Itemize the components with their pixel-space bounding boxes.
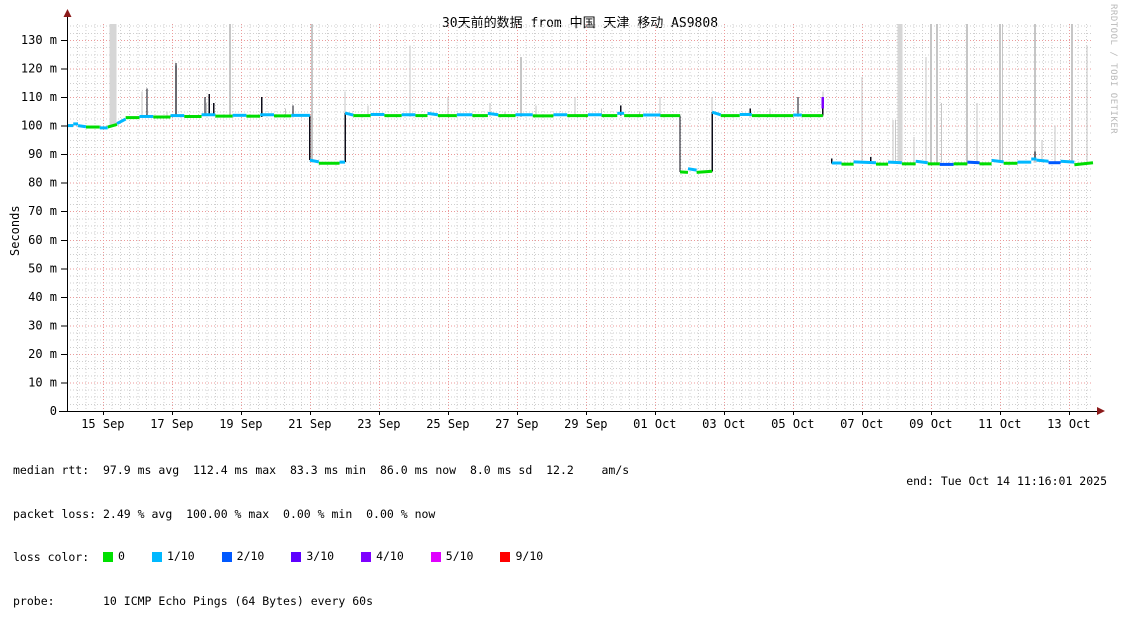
x-tick-label: 29 Sep (564, 417, 607, 431)
y-tick-label: 20 m (28, 347, 57, 361)
end-timestamp: end: Tue Oct 14 11:16:01 2025 (906, 474, 1107, 488)
x-tick-label: 13 Oct (1047, 417, 1090, 431)
rrd-graph-page: 30天前的数据 from 中国 天津 移动 AS9808 Seconds RRD… (8, 4, 1118, 608)
y-tick-label: 30 m (28, 318, 57, 332)
x-axis-arrow (1097, 407, 1105, 415)
loss-color-key: loss color: 0 1/10 2/10 3/10 4/10 5/10 9/10 (13, 549, 629, 565)
x-tick-label: 05 Oct (771, 417, 814, 431)
x-tick-label: 19 Sep (219, 417, 262, 431)
x-tick-label: 11 Oct (978, 417, 1021, 431)
x-tick-label: 21 Sep (288, 417, 331, 431)
probe-description: probe: 10 ICMP Echo Pings (64 Bytes) eve… (13, 593, 374, 608)
loss-color-value: 5/10 (445, 549, 474, 564)
loss-color-swatch (221, 551, 232, 562)
x-tick-label: 09 Oct (909, 417, 952, 431)
y-tick-label: 40 m (28, 290, 57, 304)
max-rtt-spikes (109, 24, 1088, 163)
legend-block: median rtt: 97.9 ms avg 112.4 ms max 83.… (13, 434, 629, 637)
loss-color-value: 0 (118, 549, 125, 564)
x-tick-label: 03 Oct (702, 417, 745, 431)
chart-title: 30天前的数据 from 中国 天津 移动 AS9808 (441, 16, 719, 31)
loss-color-value: 3/10 (306, 549, 335, 564)
loss-color-swatch (291, 551, 302, 562)
x-tick-label: 27 Sep (495, 417, 538, 431)
loss-color-swatch (103, 551, 114, 562)
y-tick-label: 90 m (28, 147, 57, 161)
y-tick-label: 80 m (28, 176, 57, 190)
loss-color-value: 9/10 (515, 549, 544, 564)
median-line (67, 110, 1094, 174)
x-tick-label: 23 Sep (357, 417, 400, 431)
y-tick-label: 10 m (28, 375, 57, 389)
packet-loss-stats: packet loss: 2.49 % avg 100.00 % max 0.0… (13, 506, 436, 521)
x-tick-label: 17 Sep (150, 417, 193, 431)
y-tick-label: 0 (50, 404, 57, 418)
axes (59, 9, 1105, 415)
tick-labels: 0 10 m 20 m 30 m 40 m 50 m 60 m 70 m 80 m 90 m 100… (21, 33, 1091, 431)
latency-plot: 0 10 m 20 m 30 m 40 m 50 m 60 m 70 m 80 m 90 m 100… (21, 9, 1105, 431)
y-tick-label: 70 m (28, 204, 57, 218)
y-tick-label: 50 m (28, 261, 57, 275)
loss-color-item: 2/10 (221, 549, 265, 564)
x-tick-label: 07 Oct (840, 417, 883, 431)
loss-color-swatch (500, 551, 511, 562)
median-spikes (146, 62, 1036, 172)
loss-color-item: 9/10 (500, 549, 543, 564)
loss-color-label: loss color: (13, 550, 104, 564)
loss-color-item: 0 (103, 549, 125, 564)
y-axis-arrow (63, 9, 72, 17)
loss-color-value: 4/10 (376, 549, 404, 564)
loss-color-item: 4/10 (361, 549, 404, 564)
loss-color-value: 1/10 (166, 549, 195, 564)
loss-color-items: 0 1/10 2/10 3/10 4/10 5/10 9/10 (103, 549, 570, 565)
y-tick-label: 100 m (21, 119, 57, 133)
loss-color-swatch (151, 551, 162, 562)
gridlines (67, 24, 1093, 411)
median-rtt-stats: median rtt: 97.9 ms avg 112.4 ms max 83.… (13, 463, 630, 477)
loss-color-item: 3/10 (291, 549, 334, 564)
loss-color-item: 5/10 (430, 549, 474, 564)
loss-color-swatch (430, 551, 441, 562)
loss-color-item: 1/10 (151, 549, 195, 564)
loss-color-swatch (361, 551, 372, 562)
x-tick-label: 15 Sep (81, 417, 124, 431)
y-tick-label: 60 m (28, 233, 57, 247)
y-tick-label: 110 m (21, 90, 57, 104)
y-tick-label: 120 m (21, 62, 57, 76)
x-tick-label: 01 Oct (633, 417, 676, 431)
loss-color-value: 2/10 (236, 549, 265, 564)
x-tick-label: 25 Sep (426, 417, 469, 431)
y-tick-label: 130 m (21, 33, 57, 47)
